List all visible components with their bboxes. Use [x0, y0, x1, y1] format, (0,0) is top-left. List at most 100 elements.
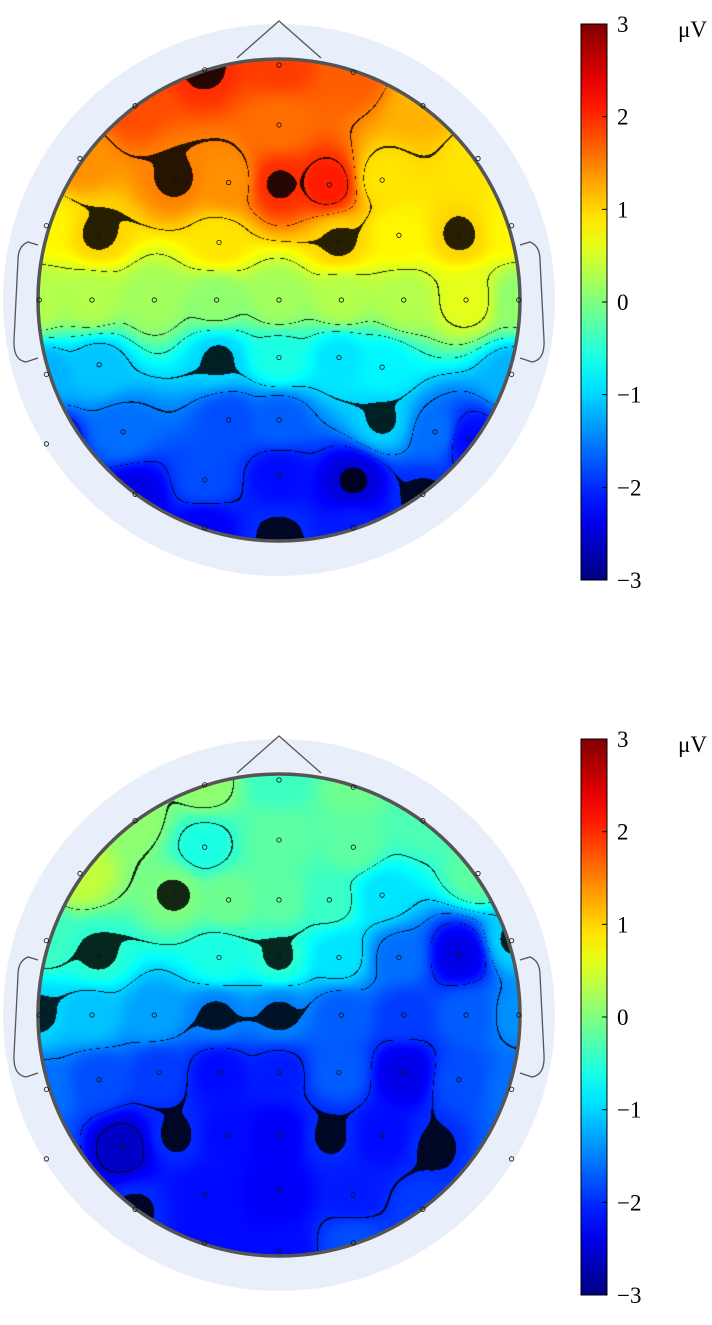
scalp-potential-map: [38, 59, 520, 541]
electrode-marker: [432, 1144, 438, 1150]
colorbar-tick-label: 1: [617, 197, 629, 222]
scalp-potential-map: [38, 774, 520, 1256]
topomap-panel-top: 3 2 1 0 −1 −2 −3 μV: [0, 0, 712, 610]
electrode-marker: [202, 1192, 208, 1198]
head-outline: [36, 57, 522, 543]
electrode-marker: [276, 182, 282, 188]
electrode-marker: [132, 103, 138, 109]
electrode-marker: [336, 1069, 342, 1076]
electrode-marker: [276, 1132, 282, 1138]
electrode-marker: [36, 297, 42, 303]
electrode-marker: [379, 417, 385, 423]
electrode-marker: [350, 784, 356, 790]
electrode-marker: [276, 897, 282, 903]
electrode-marker: [173, 177, 179, 183]
electrode-marker: [396, 954, 402, 961]
electrode-marker: [509, 1156, 515, 1162]
electrode-marker: [226, 1132, 232, 1138]
electrode-marker: [516, 297, 522, 303]
electrode-marker: [379, 1132, 385, 1138]
electrode-marker: [465, 436, 472, 442]
electrode-marker: [350, 525, 356, 531]
electrode-marker: [276, 122, 282, 128]
electrode-marker: [516, 1012, 522, 1018]
electrode-marker: [509, 1086, 515, 1092]
colorbar-unit-label: μV: [678, 17, 707, 42]
electrode-marker: [216, 354, 222, 361]
electrode-marker: [350, 69, 356, 75]
electrode-marker: [96, 232, 102, 238]
electrode-marker: [326, 1132, 332, 1138]
electrode-marker: [456, 1077, 462, 1083]
electrode-marker: [89, 1012, 95, 1018]
electrode-marker: [226, 897, 232, 903]
head-outline: [36, 772, 522, 1258]
electrode-marker: [379, 177, 385, 183]
electrode-marker: [336, 954, 342, 961]
topomap-panel-bottom: 3 2 1 0 −1 −2 −3 μV: [0, 715, 712, 1325]
electrode-marker: [401, 1069, 407, 1076]
electrode-marker: [202, 1240, 208, 1246]
electrode-marker: [202, 477, 208, 483]
electrode-marker: [420, 1206, 426, 1212]
electrode-marker: [120, 429, 126, 435]
electrode-marker: [214, 1012, 220, 1018]
electrode-marker: [276, 354, 282, 361]
colorbar-tick-label: 3: [617, 12, 629, 37]
colorbar-tick-label: −3: [617, 568, 641, 593]
electrode-marker: [420, 491, 426, 497]
electrode-marker: [43, 1156, 49, 1162]
electrode-marker: [216, 239, 222, 246]
nose-outline: [236, 20, 322, 59]
electrode-marker: [276, 1247, 282, 1253]
colorbar-unit-label: μV: [678, 732, 707, 757]
electrode-marker: [338, 297, 344, 303]
electrode-marker: [336, 239, 342, 246]
electrode-marker: [96, 1077, 102, 1083]
electrode-marker: [379, 892, 385, 898]
electrode-marker: [350, 1240, 356, 1246]
electrode-marker: [276, 1012, 282, 1018]
electrode-marker: [156, 1069, 162, 1076]
electrode-marker: [43, 371, 49, 377]
electrode-marker: [350, 477, 356, 483]
electrode-marker: [226, 179, 232, 186]
colorbar-tick-label: −2: [617, 475, 641, 500]
right-ear-outline: [519, 241, 545, 363]
electrode-marker: [120, 1144, 126, 1150]
electrode-marker: [401, 1012, 407, 1018]
electrode-marker: [173, 1132, 179, 1138]
colorbar-tick-label: 1: [617, 912, 629, 937]
electrode-marker: [350, 844, 356, 850]
nose-outline: [236, 735, 322, 774]
electrode-marker: [96, 362, 102, 368]
electrode-marker: [276, 777, 282, 783]
electrode-marker: [276, 954, 282, 961]
left-ear-outline: [13, 956, 39, 1078]
electrode-marker: [326, 182, 332, 188]
electrode-marker: [202, 67, 208, 73]
electrode-marker: [463, 297, 469, 303]
electrode-marker: [173, 892, 179, 898]
electrode-marker: [276, 417, 282, 423]
electrode-marker: [276, 532, 282, 538]
electrode-marker: [509, 371, 515, 377]
electrode-marker: [420, 818, 426, 824]
electrode-marker: [463, 1012, 469, 1018]
electrode-marker: [202, 844, 208, 850]
electrode-marker: [89, 297, 95, 303]
electrode-marker: [151, 1012, 157, 1018]
electrode-marker: [226, 417, 232, 423]
electrode-marker: [456, 952, 462, 958]
electrode-marker: [43, 1086, 49, 1092]
electrode-marker: [350, 1192, 356, 1198]
electrode-marker: [43, 223, 49, 229]
electrode-marker: [151, 297, 157, 303]
electrode-marker: [77, 870, 83, 877]
electrode-marker: [202, 525, 208, 531]
colorbar-tick-label: 3: [617, 727, 629, 752]
electrode-marker: [132, 491, 138, 497]
electrode-marker: [456, 232, 462, 238]
electrode-marker: [475, 870, 481, 877]
electrode-marker: [509, 223, 515, 229]
